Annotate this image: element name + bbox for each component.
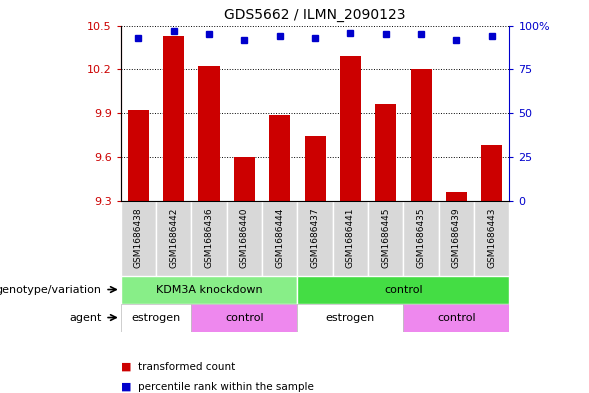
Bar [439,200,474,275]
Bar [121,303,191,332]
Bar [297,303,403,332]
Text: GSM1686438: GSM1686438 [134,208,143,268]
Text: GSM1686442: GSM1686442 [169,208,178,268]
Bar [411,69,432,200]
Text: control: control [225,312,264,323]
Title: GDS5662 / ILMN_2090123: GDS5662 / ILMN_2090123 [224,8,406,22]
Text: GSM1686437: GSM1686437 [310,208,320,268]
Text: GSM1686441: GSM1686441 [346,208,355,268]
Text: GSM1686440: GSM1686440 [240,208,249,268]
Bar [191,303,297,332]
Bar [375,104,396,200]
Bar [269,114,290,200]
Text: control: control [437,312,476,323]
Text: agent: agent [69,312,101,323]
Bar [198,66,220,200]
Text: control: control [384,285,423,294]
Bar [340,56,361,200]
Bar [446,192,467,200]
Bar [156,200,191,275]
Text: percentile rank within the sample: percentile rank within the sample [138,382,315,391]
Text: GSM1686443: GSM1686443 [487,208,497,268]
Text: KDM3A knockdown: KDM3A knockdown [155,285,263,294]
Text: GSM1686436: GSM1686436 [204,208,214,268]
Bar [481,145,502,200]
Bar [121,200,156,275]
Bar [163,36,184,200]
Bar [297,275,509,303]
Text: GSM1686439: GSM1686439 [452,208,461,268]
Text: genotype/variation: genotype/variation [0,285,101,294]
Bar [474,200,509,275]
Text: GSM1686445: GSM1686445 [381,208,391,268]
Bar [333,200,368,275]
Bar [227,200,262,275]
Bar [234,157,255,200]
Bar [262,200,297,275]
Bar [191,200,227,275]
Text: GSM1686444: GSM1686444 [275,208,284,268]
Bar [305,136,326,200]
Text: transformed count: transformed count [138,362,236,372]
Text: GSM1686435: GSM1686435 [416,208,426,268]
Bar [368,200,403,275]
Bar [403,200,439,275]
Text: estrogen: estrogen [131,312,181,323]
Bar [297,200,333,275]
Text: estrogen: estrogen [326,312,375,323]
Text: ■: ■ [121,362,131,372]
Text: ■: ■ [121,382,131,391]
Bar [121,275,297,303]
Bar [403,303,509,332]
Bar [128,110,149,200]
